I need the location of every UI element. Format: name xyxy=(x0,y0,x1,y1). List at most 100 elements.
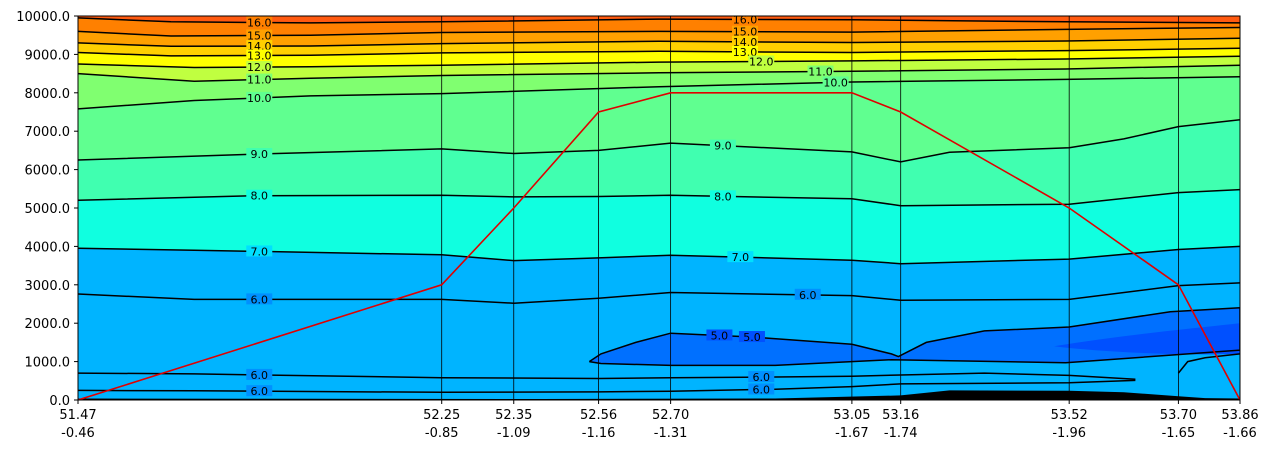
y-tick-label: 9000.0 xyxy=(25,48,71,63)
flight-path-layer xyxy=(78,92,1240,400)
contour-line xyxy=(78,188,1240,207)
contour-label: 6.0 xyxy=(251,385,269,398)
contour-label-bg xyxy=(246,385,273,397)
x-tick-label-lat: 53.16 xyxy=(882,408,919,423)
y-axis: 0.0 1000.0 2000.0 3000.0 4000.0 5000.0 6000.0 7… xyxy=(16,10,78,409)
x-tick-label-lon: -1.31 xyxy=(654,426,688,441)
contour-label-bg xyxy=(822,76,849,88)
x-tick-label-lon: -0.85 xyxy=(425,426,459,441)
contour-line xyxy=(78,17,1240,24)
y-tick-label: 5000.0 xyxy=(25,202,71,217)
contour-label-bg xyxy=(709,190,736,202)
x-tick-label-lat: 53.86 xyxy=(1221,408,1258,423)
contour-label-bg xyxy=(731,25,758,37)
contour-label: 10.0 xyxy=(247,92,272,105)
x-tick-label-lat: 52.25 xyxy=(423,408,460,423)
contour-label-bg xyxy=(748,55,775,67)
contour-label-bg xyxy=(748,371,775,383)
contour-label: 9.0 xyxy=(714,140,732,153)
contour-label: 6.0 xyxy=(799,289,817,302)
contour-layer: 16.0 16.015.0 15.014.0 14.013.0 13.012.0 12.0… xyxy=(78,13,1240,398)
x-tick-label-lat: 52.35 xyxy=(495,408,532,423)
x-tick-label-lon: -1.16 xyxy=(582,426,616,441)
contour-label: 16.0 xyxy=(247,16,272,29)
contour-label-bg xyxy=(246,40,273,52)
contour-label: 12.0 xyxy=(247,61,272,74)
terrain xyxy=(78,390,1240,400)
contour-label: 5.0 xyxy=(711,329,729,342)
contour-line xyxy=(78,282,1240,304)
contour-label: 6.0 xyxy=(753,384,771,397)
x-tick-label-lon: -1.74 xyxy=(884,426,918,441)
fill-band-low xyxy=(589,307,1240,366)
contour-line xyxy=(78,75,1240,110)
x-tick-label-lon: -1.96 xyxy=(1052,426,1086,441)
contour-label: 5.0 xyxy=(743,331,761,344)
contour-label: 10.0 xyxy=(823,76,848,89)
contour-label: 6.0 xyxy=(251,369,269,382)
contour-label-bg xyxy=(246,61,273,73)
contour-label: 15.0 xyxy=(733,26,758,39)
y-tick-label: 8000.0 xyxy=(25,87,71,102)
contour-label: 8.0 xyxy=(714,190,732,203)
contour-line xyxy=(78,37,1240,48)
x-tick-label-lat: 53.70 xyxy=(1160,408,1197,423)
y-tick-label: 7000.0 xyxy=(25,125,71,140)
contour-line xyxy=(78,47,1240,57)
contour-label: 9.0 xyxy=(251,148,269,161)
flight-path xyxy=(78,92,1240,400)
contour-label-bg xyxy=(731,35,758,47)
x-tick-label-lat: 52.56 xyxy=(580,408,617,423)
contour-label-bg xyxy=(731,45,758,57)
contour-label-bg xyxy=(246,245,273,257)
contour-label: 12.0 xyxy=(749,55,774,68)
contour-line xyxy=(78,118,1240,163)
x-axis: 51.47 -0.46 52.25 -0.85 52.35 -1.09 52.56 -1.16… xyxy=(59,400,1259,441)
contour-label-bg xyxy=(709,139,736,151)
contour-label-bg xyxy=(794,288,821,300)
contour-label: 11.0 xyxy=(808,66,833,79)
x-tick-label-lat: 51.47 xyxy=(59,408,96,423)
contour-label-bg xyxy=(246,73,273,85)
contour-line xyxy=(78,372,1136,381)
contour-label-bg xyxy=(246,148,273,160)
contour-label: 7.0 xyxy=(732,251,750,264)
contour-label-bg xyxy=(246,368,273,380)
contour-label-bg xyxy=(246,16,273,28)
y-tick-label: 0.0 xyxy=(49,394,70,409)
contour-line xyxy=(588,307,1240,367)
fill-band xyxy=(78,16,1240,23)
contour-label: 14.0 xyxy=(733,36,758,49)
x-tick-label-lon: -1.09 xyxy=(497,426,531,441)
y-tick-label: 2000.0 xyxy=(25,317,71,332)
x-tick-label-lon: -1.65 xyxy=(1162,426,1196,441)
x-tick-label-lon: -1.66 xyxy=(1223,426,1257,441)
y-tick-label: 10000.0 xyxy=(16,10,70,25)
y-tick-label: 4000.0 xyxy=(25,240,71,255)
contour-label: 7.0 xyxy=(251,245,269,258)
contour-label: 11.0 xyxy=(247,74,272,87)
contour-label: 6.0 xyxy=(251,293,269,306)
contour-label: 13.0 xyxy=(247,49,272,62)
y-tick-label: 1000.0 xyxy=(25,356,71,371)
contour-label-bg xyxy=(246,49,273,61)
contour-label-bg xyxy=(727,251,754,263)
y-tick-label: 3000.0 xyxy=(25,279,71,294)
contour-line xyxy=(78,64,1240,83)
contour-label-bg xyxy=(738,331,765,343)
contour-label: 15.0 xyxy=(247,29,272,42)
contour-label-bg xyxy=(246,189,273,201)
contour-label-bg xyxy=(706,329,733,341)
contour-label-bg xyxy=(748,383,775,395)
contour-label: 16.0 xyxy=(733,13,758,26)
contour-label-bg xyxy=(246,293,273,305)
contour-line xyxy=(78,26,1240,37)
contour-label-bg xyxy=(731,16,758,25)
contour-label: 8.0 xyxy=(251,190,269,203)
contour-label-bg xyxy=(246,29,273,41)
contour-line xyxy=(78,55,1240,69)
contour-label-bg xyxy=(246,91,273,103)
contour-line xyxy=(78,379,1136,394)
fill-band-lowest xyxy=(1054,323,1240,355)
